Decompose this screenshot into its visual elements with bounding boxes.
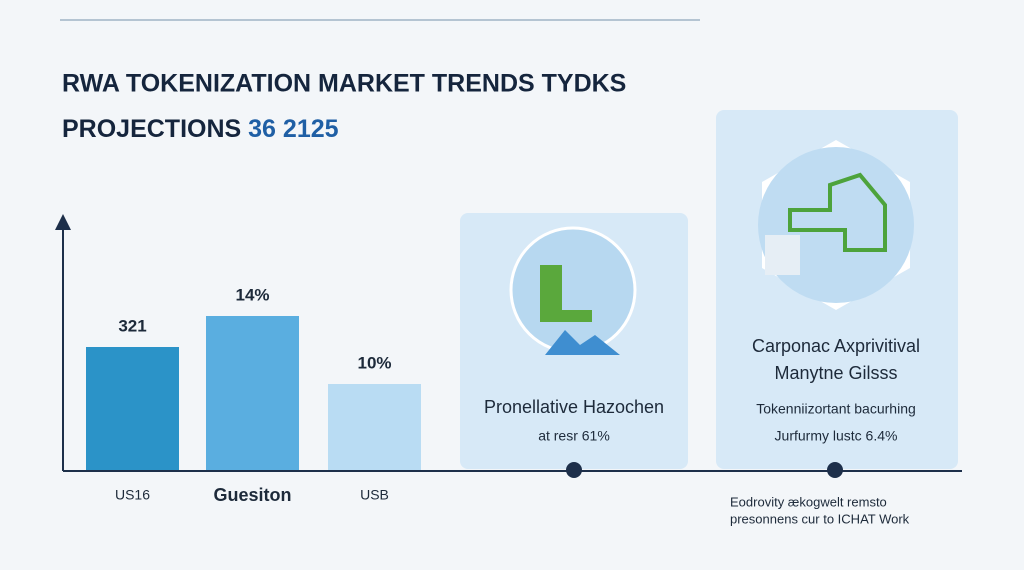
timeline-dot (566, 462, 582, 478)
data-annotation: 14% (235, 285, 269, 304)
card-subtitle: Jurfurmy lustc 6.4% (775, 428, 898, 444)
axis-arrow (55, 214, 71, 230)
card-subtitle: at resr 61% (538, 428, 610, 444)
card-title: Pronellative Hazochen (484, 397, 664, 417)
title: RWA TOKENIZATION MARKET TRENDS TYDKS (62, 70, 626, 98)
bar (328, 384, 421, 470)
card-subtitle: Tokenniizortant bacurhing (756, 401, 916, 417)
icon (765, 235, 800, 275)
data-annotation: 321 (118, 316, 146, 335)
card-title: Carponac Axprivitival (752, 336, 920, 356)
bar (86, 347, 179, 470)
card-title: Manytne Gilsss (774, 363, 897, 383)
icon (545, 330, 620, 355)
title-highlight: 36 2125 (248, 115, 338, 143)
x-tick-label: US16 (115, 487, 150, 503)
data-annotation: 10% (357, 353, 391, 372)
footnote: Eodrovity ækogwelt remsto (730, 494, 887, 509)
bar (206, 316, 299, 470)
icon (540, 265, 592, 322)
x-tick-label: Guesiton (213, 485, 291, 505)
title-part: PROJECTIONS (62, 115, 241, 143)
footnote: presonnens cur to ICHAT Work (730, 511, 910, 526)
icon-circle (758, 147, 914, 303)
title: PROJECTIONS 36 2125 (62, 115, 339, 143)
timeline-dot (827, 462, 843, 478)
x-tick-label: USB (360, 487, 389, 503)
icon (788, 172, 887, 252)
icon-circle (509, 226, 637, 354)
